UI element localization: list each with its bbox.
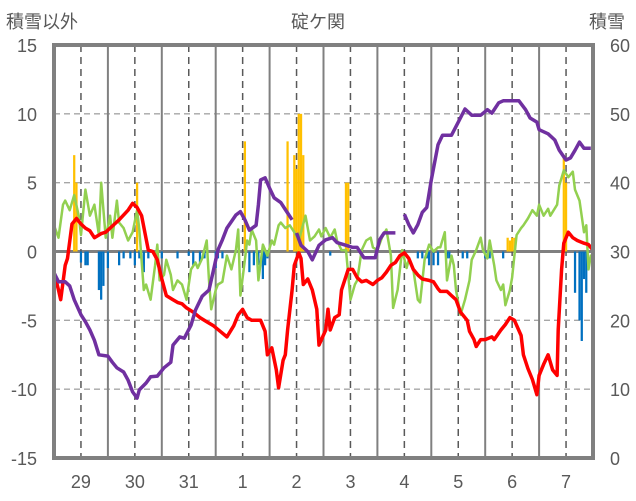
right-axis-tick-label: 10 [610,380,630,400]
x-axis-tick-label: 5 [453,472,463,492]
bar-positive [299,113,303,252]
right-axis-title: 積雪 [589,12,625,32]
line-series [52,99,595,400]
plot-border [52,43,595,460]
series-line-purple [402,99,591,235]
bar-negative [436,251,440,266]
bar-negative [147,251,150,259]
bar-negative [142,251,145,273]
left-axis-tick-label: -5 [21,311,37,331]
bar-negative [176,251,179,259]
bar-positive [562,155,565,252]
left-axis-tick-label: -10 [11,380,37,400]
bar-positive [293,155,296,252]
right-axis-tick-label: 20 [610,311,630,331]
bar-negative [578,251,581,321]
left-axis-tick-label: -15 [11,449,37,469]
bar-positive [506,237,509,252]
bar-positive [302,155,305,252]
bar-negative [421,251,424,259]
bar-positive [508,240,512,252]
bar-negative [488,251,491,259]
bar-positive [344,182,348,252]
left-axis-title: 積雪以外 [6,12,78,32]
bar-positive [564,182,568,252]
right-axis-tick-label: 0 [610,449,620,469]
bar-negative [461,251,464,259]
right-axis-tick-label: 50 [610,105,630,125]
bar-negative [100,251,103,300]
bar-negative [580,251,583,341]
bar-negative [263,251,267,266]
bar-negative [122,251,125,259]
bar-series [73,113,588,341]
x-axis-tick-label: 3 [345,472,355,492]
bar-negative [129,251,132,259]
bar-negative [138,251,141,259]
bar-negative [221,251,224,259]
bar-negative [86,251,89,266]
left-axis-tick-label: 10 [17,105,37,125]
series-line-green [52,169,595,317]
bar-negative [252,251,256,266]
left-axis-tick-label: 0 [27,243,37,263]
bar-negative [106,251,110,269]
bar-negative [416,251,419,259]
bar-negative [198,251,202,263]
x-axis-tick-label: 4 [399,472,409,492]
bar-negative [448,251,451,259]
right-axis-tick-label: 60 [610,36,630,56]
plot-frame [52,43,595,460]
bar-negative [261,251,264,280]
bar-negative [84,251,87,266]
bar-negative [329,251,332,256]
bar-negative [133,251,136,266]
x-axis-tick-label: 1 [238,472,248,492]
bar-negative [432,251,435,266]
bar-negative [97,251,101,291]
bar-negative [466,251,469,259]
bar-negative [79,251,83,263]
chart-title: 碇ケ関 [291,12,345,32]
right-axis-tick-label: 30 [610,243,630,263]
x-axis-tick-label: 2 [292,472,302,492]
right-axis-tick-label: 40 [610,174,630,194]
series-line-purple [52,176,294,400]
series-line-red [52,201,595,397]
bar-negative [502,251,505,259]
bar-negative [585,251,588,293]
bar-positive [286,141,289,252]
bar-negative [573,251,577,293]
bar-negative [102,251,105,286]
bar-positive [297,113,300,252]
left-axis-tick-label: 15 [17,36,37,56]
bar-negative [582,251,586,280]
bar-positive [73,155,76,252]
bar-negative [203,251,206,259]
bar-positive [511,237,514,252]
bar-negative [427,251,431,266]
bar-negative [160,251,163,259]
bar-positive [243,141,247,252]
bar-negative [187,251,190,256]
bar-positive [347,182,350,252]
bar-negative [118,251,121,266]
x-axis-tick-label: 31 [179,472,199,492]
left-axis-tick-label: 5 [27,174,37,194]
bar-negative [192,251,195,266]
x-axis-tick-label: 30 [125,472,145,492]
bar-positive [295,168,298,252]
x-axis-tick-label: 6 [507,472,517,492]
x-axis-tick-label: 29 [71,472,91,492]
bar-negative [248,251,251,273]
x-axis-tick-label: 7 [561,472,571,492]
series-line-purple [294,231,396,262]
